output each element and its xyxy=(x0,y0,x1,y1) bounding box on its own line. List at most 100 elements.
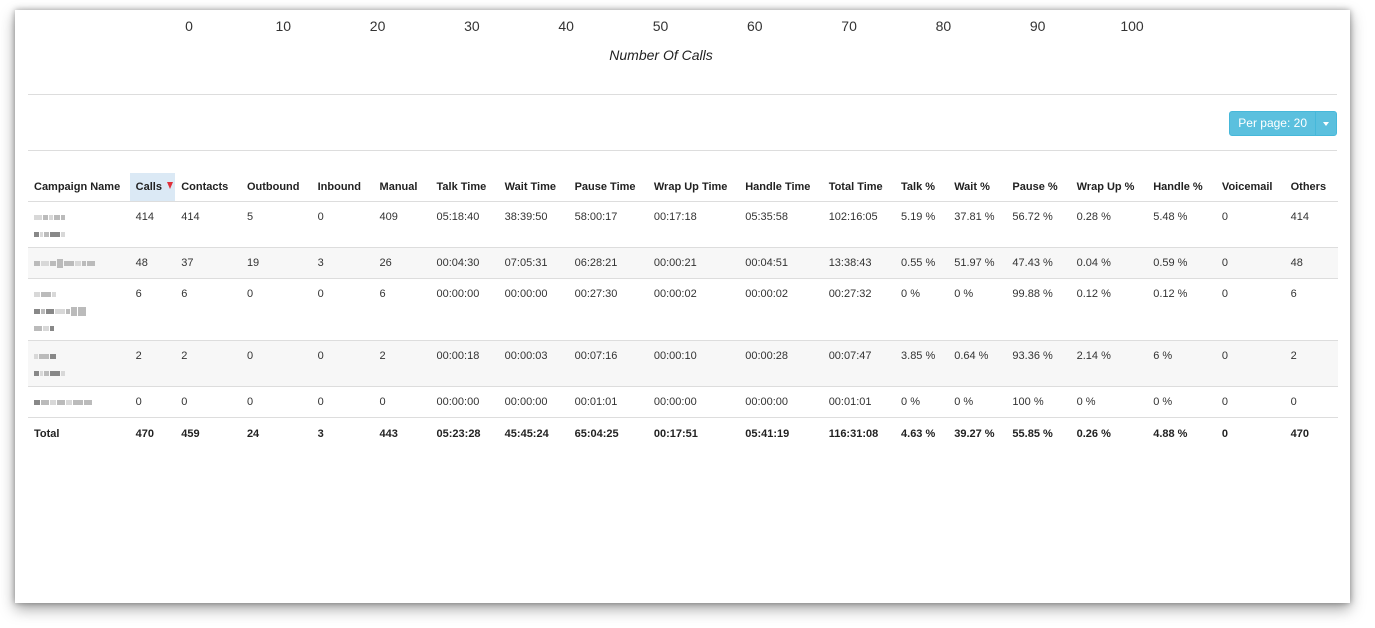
cell-manual: 26 xyxy=(373,247,431,279)
column-header-handle-pct[interactable]: Handle % xyxy=(1147,173,1216,202)
cell-others: 48 xyxy=(1284,247,1338,279)
table-body: 414 414 5 0 409 05:18:40 38:39:50 58:00:17 00:17… xyxy=(28,201,1338,448)
chart-x-axis: 0 10 20 30 40 50 60 70 80 90 100 xyxy=(15,18,1350,38)
report-window: 0 10 20 30 40 50 60 70 80 90 100 Number Of Calls P… xyxy=(15,10,1350,603)
cell-inbound: 0 xyxy=(311,278,374,341)
column-header-label: Handle % xyxy=(1153,181,1203,193)
per-page-dropdown[interactable]: Per page: 20 xyxy=(1229,111,1337,136)
cell-voicemail: 0 xyxy=(1215,340,1285,387)
column-header-label: Outbound xyxy=(246,181,300,193)
column-header-wait-pct[interactable]: Wait % xyxy=(948,173,1007,202)
chart-x-tick-label: 80 xyxy=(935,18,952,34)
chart-x-tick-label: 10 xyxy=(275,18,292,34)
cell-contacts: 0 xyxy=(175,386,241,418)
column-header-label: Contacts xyxy=(181,181,229,193)
cell-inbound: 0 xyxy=(311,340,374,387)
cell-total-time: 00:27:32 xyxy=(822,278,896,341)
cell-handle-time: 00:00:28 xyxy=(739,340,823,387)
cell-outbound: 0 xyxy=(240,386,312,418)
column-header-voicemail[interactable]: Voicemail xyxy=(1215,173,1285,202)
divider xyxy=(28,150,1337,151)
column-header-inbound[interactable]: Inbound xyxy=(311,173,374,202)
column-header-wrap-up-pct[interactable]: Wrap Up % xyxy=(1070,173,1148,202)
cell-talk-pct: 0 % xyxy=(895,386,949,418)
chart-x-tick-label: 60 xyxy=(747,18,763,34)
column-header-handle-time[interactable]: Handle Time xyxy=(739,173,823,202)
total-voicemail: 0 xyxy=(1221,428,1229,440)
cell-handle-time: 05:35:58 xyxy=(739,201,823,248)
cell-talk-pct: 5.19 % xyxy=(895,201,949,248)
table-header-row: Campaign Name Calls Contacts Outbound Inboun… xyxy=(28,173,1338,202)
chart-x-tick-label: 40 xyxy=(558,18,574,34)
column-header-talk-time[interactable]: Talk Time xyxy=(430,173,499,202)
table-row[interactable]: 2 2 0 0 2 00:00:18 00:00:03 00:07:16 00:00:10 00:… xyxy=(28,340,1338,387)
cell-wrap-up-pct: 0.12 % xyxy=(1070,278,1148,341)
cell-manual: 6 xyxy=(373,278,431,341)
column-header-label: Calls xyxy=(135,181,162,193)
cell-total-time: 00:07:47 xyxy=(822,340,896,387)
cell-handle-pct: 0 % xyxy=(1147,386,1216,418)
cell-contacts: 37 xyxy=(175,247,241,279)
column-header-label: Others xyxy=(1290,181,1327,193)
sort-descending-icon[interactable] xyxy=(167,182,174,189)
cell-outbound: 19 xyxy=(240,247,312,279)
cell-talk-time: 00:00:00 xyxy=(430,278,499,341)
total-wait-pct: 39.27 % xyxy=(954,428,995,440)
table-row[interactable]: 0 0 0 0 0 00:00:00 00:00:00 00:01:01 00:00:00 00:… xyxy=(28,386,1338,418)
cell-total-time: 102:16:05 xyxy=(822,201,896,248)
column-header-wait-time[interactable]: Wait Time xyxy=(498,173,569,202)
cell-pause-time: 58:00:17 xyxy=(568,201,648,248)
cell-pause-time: 00:07:16 xyxy=(568,340,648,387)
total-wait-time: 45:45:24 xyxy=(504,428,549,440)
cell-handle-pct: 0.12 % xyxy=(1147,278,1216,341)
column-header-others[interactable]: Others xyxy=(1284,173,1338,202)
column-header-contacts[interactable]: Contacts xyxy=(175,173,241,202)
cell-campaign-name-redacted xyxy=(28,278,130,341)
column-header-pause-time[interactable]: Pause Time xyxy=(568,173,648,202)
column-header-pause-pct[interactable]: Pause % xyxy=(1006,173,1071,202)
column-header-calls[interactable]: Calls xyxy=(129,173,176,202)
cell-voicemail: 0 xyxy=(1215,201,1285,248)
cell-pause-pct: 100 % xyxy=(1006,386,1071,418)
per-page-button[interactable]: Per page: 20 xyxy=(1238,116,1307,130)
column-header-outbound[interactable]: Outbound xyxy=(240,173,312,202)
table-row[interactable]: 6 6 0 0 6 00:00:00 00:00:00 00:27:30 00:00:02 00:… xyxy=(28,278,1338,341)
cell-campaign-name-redacted xyxy=(28,340,130,387)
column-header-label: Voicemail xyxy=(1221,181,1273,193)
column-header-total-time[interactable]: Total Time xyxy=(822,173,896,202)
cell-wait-time: 38:39:50 xyxy=(498,201,569,248)
cell-others: 2 xyxy=(1284,340,1338,387)
column-header-campaign-name[interactable]: Campaign Name xyxy=(28,173,130,202)
column-header-wrap-up-time[interactable]: Wrap Up Time xyxy=(647,173,740,202)
table-row[interactable]: 414 414 5 0 409 05:18:40 38:39:50 58:00:17 00:17… xyxy=(28,201,1338,248)
cell-wait-pct: 51.97 % xyxy=(948,247,1007,279)
cell-calls: 48 xyxy=(129,247,176,279)
cell-talk-time: 00:00:18 xyxy=(430,340,499,387)
chevron-down-icon[interactable] xyxy=(1315,112,1336,135)
cell-inbound: 0 xyxy=(311,201,374,248)
total-inbound: 3 xyxy=(317,428,324,440)
cell-talk-pct: 0.55 % xyxy=(895,247,949,279)
cell-pause-pct: 93.36 % xyxy=(1006,340,1071,387)
cell-talk-time: 00:00:00 xyxy=(430,386,499,418)
cell-outbound: 5 xyxy=(240,201,312,248)
column-header-manual[interactable]: Manual xyxy=(373,173,431,202)
cell-wrap-up-pct: 2.14 % xyxy=(1070,340,1148,387)
total-talk-time: 05:23:28 xyxy=(436,428,481,440)
column-header-talk-pct[interactable]: Talk % xyxy=(895,173,949,202)
cell-wrap-up-time: 00:00:21 xyxy=(647,247,740,279)
total-calls: 470 xyxy=(135,428,154,440)
column-header-label: Talk % xyxy=(901,181,936,193)
column-header-label: Wait % xyxy=(954,181,990,193)
total-manual: 443 xyxy=(379,428,398,440)
cell-calls: 2 xyxy=(129,340,176,387)
chart-x-tick-label: 90 xyxy=(1029,18,1046,34)
cell-pause-pct: 99.88 % xyxy=(1006,278,1071,341)
cell-wait-pct: 37.81 % xyxy=(948,201,1007,248)
cell-wait-pct: 0.64 % xyxy=(948,340,1007,387)
cell-campaign-name-redacted xyxy=(28,247,130,279)
chart-x-tick-label: 0 xyxy=(185,18,193,34)
table-row[interactable]: 48 37 19 3 26 00:04:30 07:05:31 06:28:21 00:00:2… xyxy=(28,247,1338,279)
cell-campaign-name-redacted xyxy=(28,201,130,248)
cell-outbound: 0 xyxy=(240,278,312,341)
